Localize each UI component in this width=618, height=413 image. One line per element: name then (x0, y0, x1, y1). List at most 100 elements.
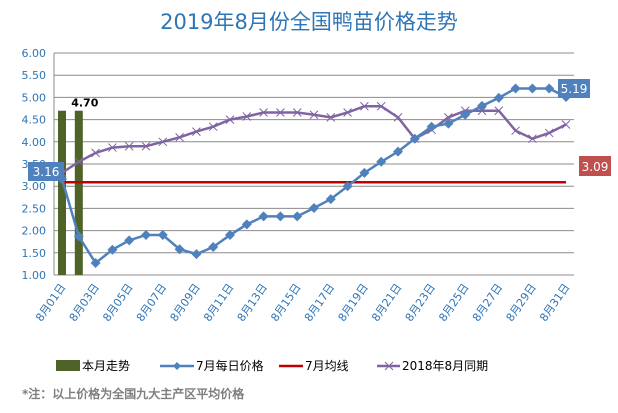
series-2018-marker (108, 143, 117, 152)
july-daily-marker (393, 146, 403, 157)
x-tick-label: 8月17日 (302, 281, 337, 324)
july-daily-marker (275, 211, 286, 222)
average-label: 3.09 (582, 160, 609, 174)
x-tick-label: 8月07日 (134, 281, 169, 324)
july-daily-marker (376, 156, 387, 167)
x-tick-label: 8月09日 (168, 281, 203, 324)
series-2018-marker (259, 108, 268, 117)
bar (58, 110, 66, 275)
y-tick-label: 1.50 (22, 247, 47, 260)
last-label-box (558, 79, 590, 98)
bar (74, 110, 83, 275)
series-2018-marker (376, 101, 386, 111)
x-tick-label: 8月23日 (403, 281, 438, 324)
series-2018-marker (494, 106, 504, 116)
x-tick-label: 8月15日 (268, 281, 303, 324)
x-tick-label: 8月25日 (436, 281, 471, 324)
series-2018-marker (91, 148, 100, 158)
x-tick-label: 8月21日 (369, 281, 404, 324)
legend-diamond-icon (173, 362, 181, 370)
y-tick-label: 2.50 (22, 202, 47, 215)
x-tick-label: 8月13日 (235, 281, 270, 324)
july-daily-marker (90, 258, 101, 269)
first-data-label: 3.16 (33, 165, 60, 179)
july-daily-marker (510, 83, 521, 94)
july-daily-marker (174, 244, 185, 255)
y-tick-label: 5.50 (22, 69, 47, 82)
x-tick-label: 8月01日 (33, 281, 68, 324)
series-2018-marker (242, 112, 252, 121)
series-2018-marker (360, 101, 369, 111)
july-daily-marker (426, 121, 437, 132)
series-2018-marker (393, 113, 403, 122)
july-daily-marker (208, 242, 219, 253)
series-2018-marker (292, 108, 302, 117)
x-tick-label: 8月03日 (67, 281, 102, 324)
series-2018-marker (343, 108, 352, 117)
x-tick-label: 8月27日 (470, 281, 505, 324)
july-daily-marker (73, 231, 84, 242)
series-2018-marker (326, 113, 336, 122)
july-daily-marker (124, 235, 135, 246)
july-daily-marker (544, 83, 555, 94)
july-daily-marker (241, 219, 252, 230)
y-tick-label: 6.00 (22, 47, 47, 60)
legend-label: 7月均线 (305, 359, 349, 373)
series-2018-marker (74, 157, 84, 167)
series-2018-marker (544, 128, 554, 138)
july-daily-marker (460, 109, 471, 120)
legend-label: 2018年8月同期 (402, 359, 488, 373)
footnote: *注：以上价格为全国九大主产区平均价格 (22, 387, 245, 401)
y-tick-label: 1.00 (22, 269, 47, 282)
last-data-label: 5.19 (561, 82, 588, 96)
series-2018-marker (276, 108, 285, 117)
july-daily-marker (409, 133, 420, 144)
bar-data-label: 4.70 (71, 97, 98, 110)
series-2018-line (61, 105, 567, 174)
series-2018-marker (208, 122, 218, 132)
series-2018-marker (192, 127, 201, 136)
july-daily-marker (107, 244, 118, 255)
average-label-box (579, 156, 611, 176)
july-daily-marker (309, 202, 319, 213)
july-daily-marker (325, 194, 336, 205)
july-daily-marker (359, 167, 370, 178)
series-2018-marker (225, 115, 235, 124)
july-daily-marker (527, 83, 538, 94)
y-tick-label: 5.00 (22, 91, 47, 104)
july-daily-marker (342, 181, 353, 192)
series-2018-marker (511, 126, 520, 136)
x-tick-label: 8月11日 (201, 281, 236, 324)
july-daily-marker (477, 100, 487, 111)
series-2018-marker (561, 120, 571, 129)
legend-x-icon (384, 361, 394, 371)
series-2018-marker (141, 141, 151, 151)
x-tick-label: 8月19日 (336, 281, 371, 324)
series-2018-marker (444, 113, 453, 122)
series-2018-marker (158, 137, 168, 147)
july-daily-marker (493, 92, 504, 103)
legend-label: 7月每日价格 (196, 358, 264, 373)
legend-label: 本月走势 (82, 359, 130, 373)
first-label-box (28, 162, 64, 181)
july-daily-marker (258, 211, 269, 222)
series-2018-marker (175, 133, 184, 142)
x-tick-label: 8月05日 (100, 281, 135, 324)
july-daily-marker (292, 211, 303, 222)
series-2018-marker (528, 134, 537, 144)
y-tick-label: 2.00 (22, 225, 47, 238)
legend-swatch-bar (56, 360, 80, 371)
y-tick-label: 4.50 (22, 114, 47, 127)
july-daily-marker (157, 230, 168, 241)
chart-title: 2019年8月份全国鸭苗价格走势 (160, 10, 458, 34)
july-daily-marker (443, 118, 454, 129)
series-2018-marker (309, 110, 319, 120)
x-tick-label: 8月31日 (537, 281, 572, 324)
july-daily-marker (141, 230, 151, 241)
july-daily-marker (191, 249, 202, 260)
y-tick-label: 4.00 (22, 136, 47, 149)
x-tick-label: 8月29日 (504, 281, 539, 324)
july-daily-marker (225, 230, 235, 241)
y-tick-label: 3.00 (22, 180, 47, 193)
